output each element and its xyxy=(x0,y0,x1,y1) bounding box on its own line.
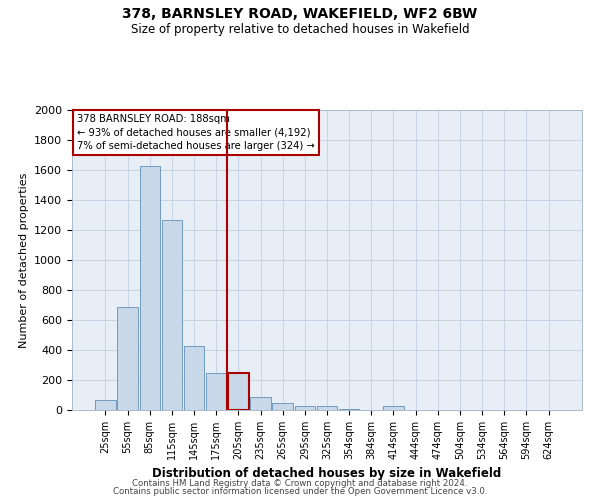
Bar xyxy=(317,406,337,410)
Bar xyxy=(161,220,182,410)
Text: Contains public sector information licensed under the Open Government Licence v3: Contains public sector information licen… xyxy=(113,487,487,496)
Bar xyxy=(140,166,160,410)
Bar xyxy=(118,307,138,410)
Text: Contains HM Land Registry data © Crown copyright and database right 2024.: Contains HM Land Registry data © Crown c… xyxy=(132,478,468,488)
Bar xyxy=(95,400,116,410)
Text: 378 BARNSLEY ROAD: 188sqm
← 93% of detached houses are smaller (4,192)
7% of sem: 378 BARNSLEY ROAD: 188sqm ← 93% of detac… xyxy=(77,114,315,151)
Bar xyxy=(272,402,293,410)
Bar xyxy=(339,409,359,410)
Bar xyxy=(184,346,204,410)
Bar xyxy=(250,396,271,410)
Bar xyxy=(295,406,315,410)
Text: Size of property relative to detached houses in Wakefield: Size of property relative to detached ho… xyxy=(131,22,469,36)
Bar xyxy=(206,372,226,410)
Text: Distribution of detached houses by size in Wakefield: Distribution of detached houses by size … xyxy=(152,468,502,480)
Y-axis label: Number of detached properties: Number of detached properties xyxy=(19,172,29,348)
Bar xyxy=(383,406,404,410)
Bar xyxy=(228,372,248,410)
Text: 378, BARNSLEY ROAD, WAKEFIELD, WF2 6BW: 378, BARNSLEY ROAD, WAKEFIELD, WF2 6BW xyxy=(122,8,478,22)
